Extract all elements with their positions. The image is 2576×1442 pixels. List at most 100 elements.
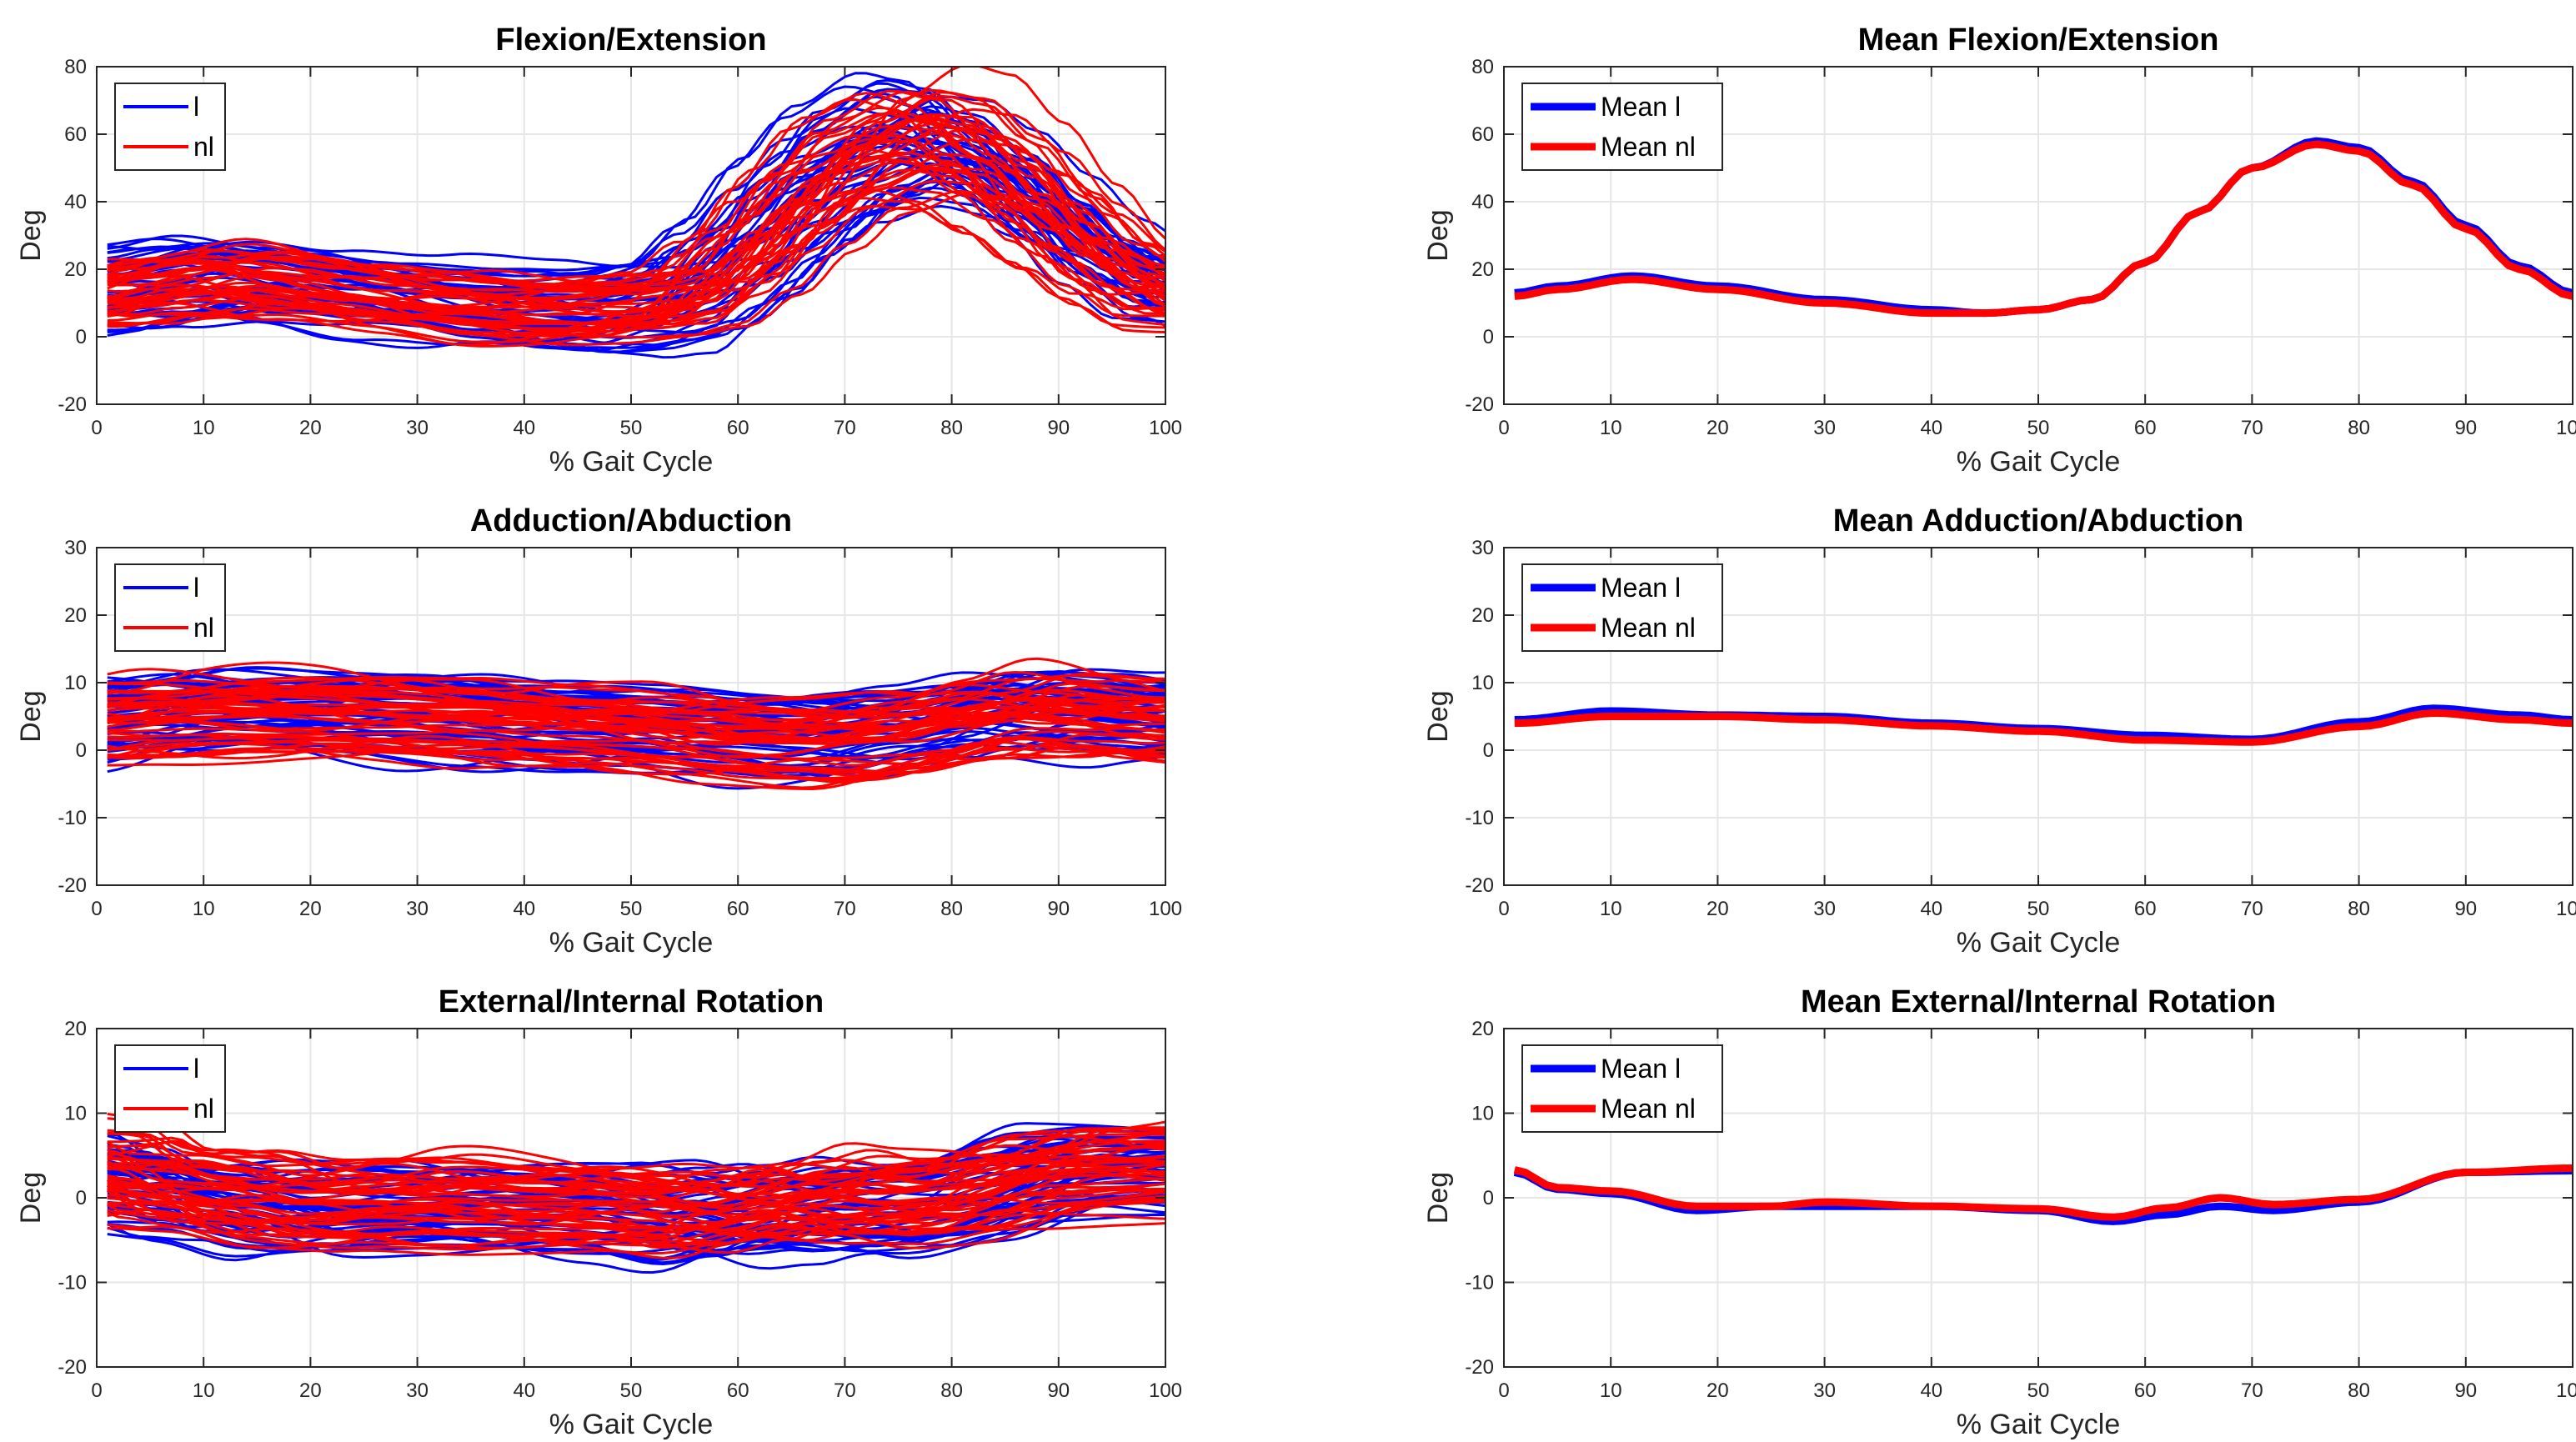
y-tick-label: -20	[58, 393, 87, 416]
y-tick-label: -10	[58, 1272, 87, 1294]
x-tick-label: 60	[2134, 898, 2157, 920]
legend-label-nl: nl	[193, 613, 214, 643]
x-tick-label: 70	[2241, 898, 2263, 920]
legend-label-nl: nl	[193, 132, 214, 162]
y-tick-label: -10	[1465, 807, 1494, 829]
y-tick-label: -10	[58, 807, 87, 829]
x-tick-label: 0	[91, 417, 102, 439]
x-tick-label: 30	[1813, 417, 1836, 439]
y-tick-label: 10	[1471, 1103, 1494, 1125]
series-line-nl	[107, 1194, 1165, 1239]
x-tick-label: 0	[1498, 898, 1509, 920]
series-group	[107, 657, 1165, 791]
x-tick-label: 30	[1813, 1379, 1836, 1402]
y-tick-label: 10	[1471, 672, 1494, 694]
legend-label-nl: Mean nl	[1601, 132, 1696, 162]
y-tick-label: 40	[64, 191, 87, 213]
series-line-nl	[107, 657, 1165, 720]
series-line-nl	[107, 1169, 1165, 1224]
x-tick-label: 0	[1498, 417, 1509, 439]
legend-label-nl: Mean nl	[1601, 613, 1696, 643]
x-tick-label: 10	[1600, 417, 1622, 439]
series-group	[1514, 137, 2573, 318]
x-tick-label: 50	[620, 417, 643, 439]
series-line-nl	[107, 1189, 1165, 1246]
x-tick-label: 100	[1149, 898, 1182, 920]
chart-title: Flexion/Extension	[495, 23, 766, 58]
y-tick-label: 20	[64, 258, 87, 281]
y-axis-label: Deg	[15, 690, 47, 742]
y-axis-label: Deg	[1422, 1172, 1454, 1224]
legend-box	[114, 1044, 226, 1133]
mean-line-nl	[1513, 1164, 2573, 1221]
x-tick-label: 10	[193, 1379, 215, 1402]
x-tick-label: 20	[299, 898, 322, 920]
legend-label-l: Mean l	[1601, 1054, 1681, 1084]
x-tick-label: 30	[406, 898, 428, 920]
x-tick-label: 90	[2454, 417, 2477, 439]
y-axis-label: Deg	[1422, 690, 1454, 742]
x-tick-label: 100	[2556, 1379, 2576, 1402]
series-line-nl	[107, 1169, 1165, 1234]
x-tick-label: 0	[1498, 1379, 1509, 1402]
x-axis-label: % Gait Cycle	[1957, 1409, 2121, 1440]
y-tick-label: 10	[64, 1103, 87, 1125]
mean-line-nl	[1514, 708, 2573, 746]
x-tick-label: 60	[2134, 1379, 2157, 1402]
chart-title: Mean Flexion/Extension	[1858, 23, 2219, 58]
chart-panel-3: 0 10 20 30 40 50 60 70 80 90 100 -20 -10 0 10 20 30 Adduc…	[15, 503, 1182, 959]
series-line-nl	[107, 705, 1165, 740]
y-tick-label: -20	[1465, 1356, 1494, 1379]
series-line-nl	[107, 730, 1165, 778]
series-line-nl	[107, 153, 1165, 326]
series-line-nl	[107, 1126, 1165, 1184]
x-tick-label: 80	[940, 417, 963, 439]
series-line-nl	[107, 1140, 1165, 1207]
x-tick-label: 10	[1600, 1379, 1622, 1402]
x-tick-label: 70	[834, 417, 856, 439]
legend: l nl	[114, 1044, 226, 1133]
series-line-nl	[107, 694, 1165, 746]
legend-box	[114, 563, 226, 652]
y-axis-label: Deg	[15, 209, 47, 261]
legend-box	[1521, 1044, 1723, 1133]
y-tick-label: 20	[64, 604, 87, 627]
x-tick-label: 20	[1706, 1379, 1729, 1402]
x-tick-label: 80	[2348, 1379, 2370, 1402]
x-tick-label: 60	[727, 1379, 749, 1402]
series-line-nl	[107, 113, 1165, 292]
legend-label-l: l	[193, 1054, 199, 1084]
y-tick-label: -20	[1465, 393, 1494, 416]
legend: Mean l Mean nl	[1521, 83, 1723, 171]
legend-label-l: l	[193, 573, 199, 603]
series-line-nl	[107, 151, 1165, 296]
series-line-nl	[107, 1188, 1165, 1249]
legend-label-nl: Mean nl	[1601, 1094, 1696, 1124]
series-line-nl	[107, 1113, 1165, 1188]
y-tick-label: 0	[1483, 739, 1494, 762]
y-tick-label: 30	[64, 537, 87, 559]
series-line-nl	[107, 138, 1165, 293]
series-group	[1513, 1164, 2573, 1225]
x-tick-label: 60	[727, 417, 749, 439]
x-tick-label: 80	[2348, 898, 2370, 920]
chart-title: External/Internal Rotation	[439, 984, 824, 1019]
series-line-nl	[107, 166, 1165, 333]
y-tick-label: 0	[1483, 326, 1494, 348]
y-tick-label: 60	[1471, 123, 1494, 146]
series-line-nl	[107, 1139, 1165, 1204]
series-line-nl	[107, 204, 1165, 348]
y-axis-label: Deg	[1422, 209, 1454, 261]
y-tick-label: 80	[1471, 56, 1494, 78]
y-tick-label: 0	[1483, 1187, 1494, 1209]
series-group	[1514, 704, 2573, 746]
x-tick-label: 40	[1920, 1379, 1942, 1402]
x-tick-label: 50	[2027, 1379, 2050, 1402]
series-line-nl	[107, 1159, 1165, 1207]
series-line-nl	[107, 186, 1165, 325]
y-tick-label: 60	[64, 123, 87, 146]
x-tick-label: 70	[834, 898, 856, 920]
x-axis-label: % Gait Cycle	[1957, 446, 2121, 478]
x-tick-label: 20	[1706, 417, 1729, 439]
